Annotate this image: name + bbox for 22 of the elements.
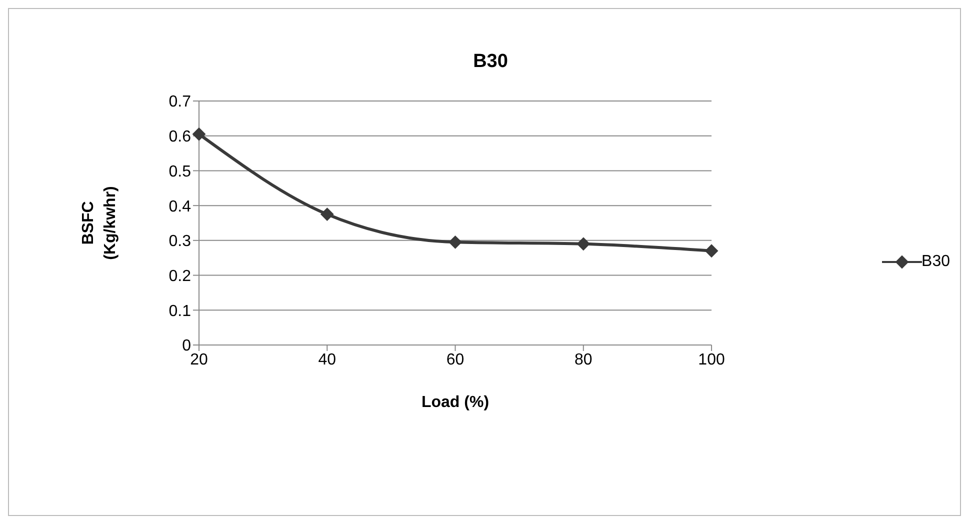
x-tick-label: 20 xyxy=(190,351,208,368)
y-tick-label: 0.5 xyxy=(168,163,192,180)
point xyxy=(576,237,590,250)
point xyxy=(192,128,206,141)
x-tick-label: 40 xyxy=(318,351,336,368)
x-axis-title: Load (%) xyxy=(421,394,490,411)
y-tick-label: 0.2 xyxy=(168,268,192,285)
point xyxy=(448,236,462,249)
y-axis-title: BSFC (Kg/kwhr) xyxy=(80,186,119,260)
point xyxy=(320,208,334,221)
y-tick-label: 0.7 xyxy=(168,94,192,111)
legend-label: B30 xyxy=(922,253,950,271)
y-tick-label: 0.4 xyxy=(168,198,192,216)
x-tick-label: 60 xyxy=(446,351,464,368)
chart-title: B30 xyxy=(473,51,508,72)
y-tick-label: 0.3 xyxy=(168,233,192,250)
x-tick-label: 100 xyxy=(698,351,725,368)
y-tick-label: 0.6 xyxy=(168,128,192,146)
y-tick-label: 0.1 xyxy=(168,302,192,320)
x-tick-label: 80 xyxy=(574,351,592,368)
point xyxy=(705,244,718,258)
y-tick-label: 0 xyxy=(182,338,192,355)
